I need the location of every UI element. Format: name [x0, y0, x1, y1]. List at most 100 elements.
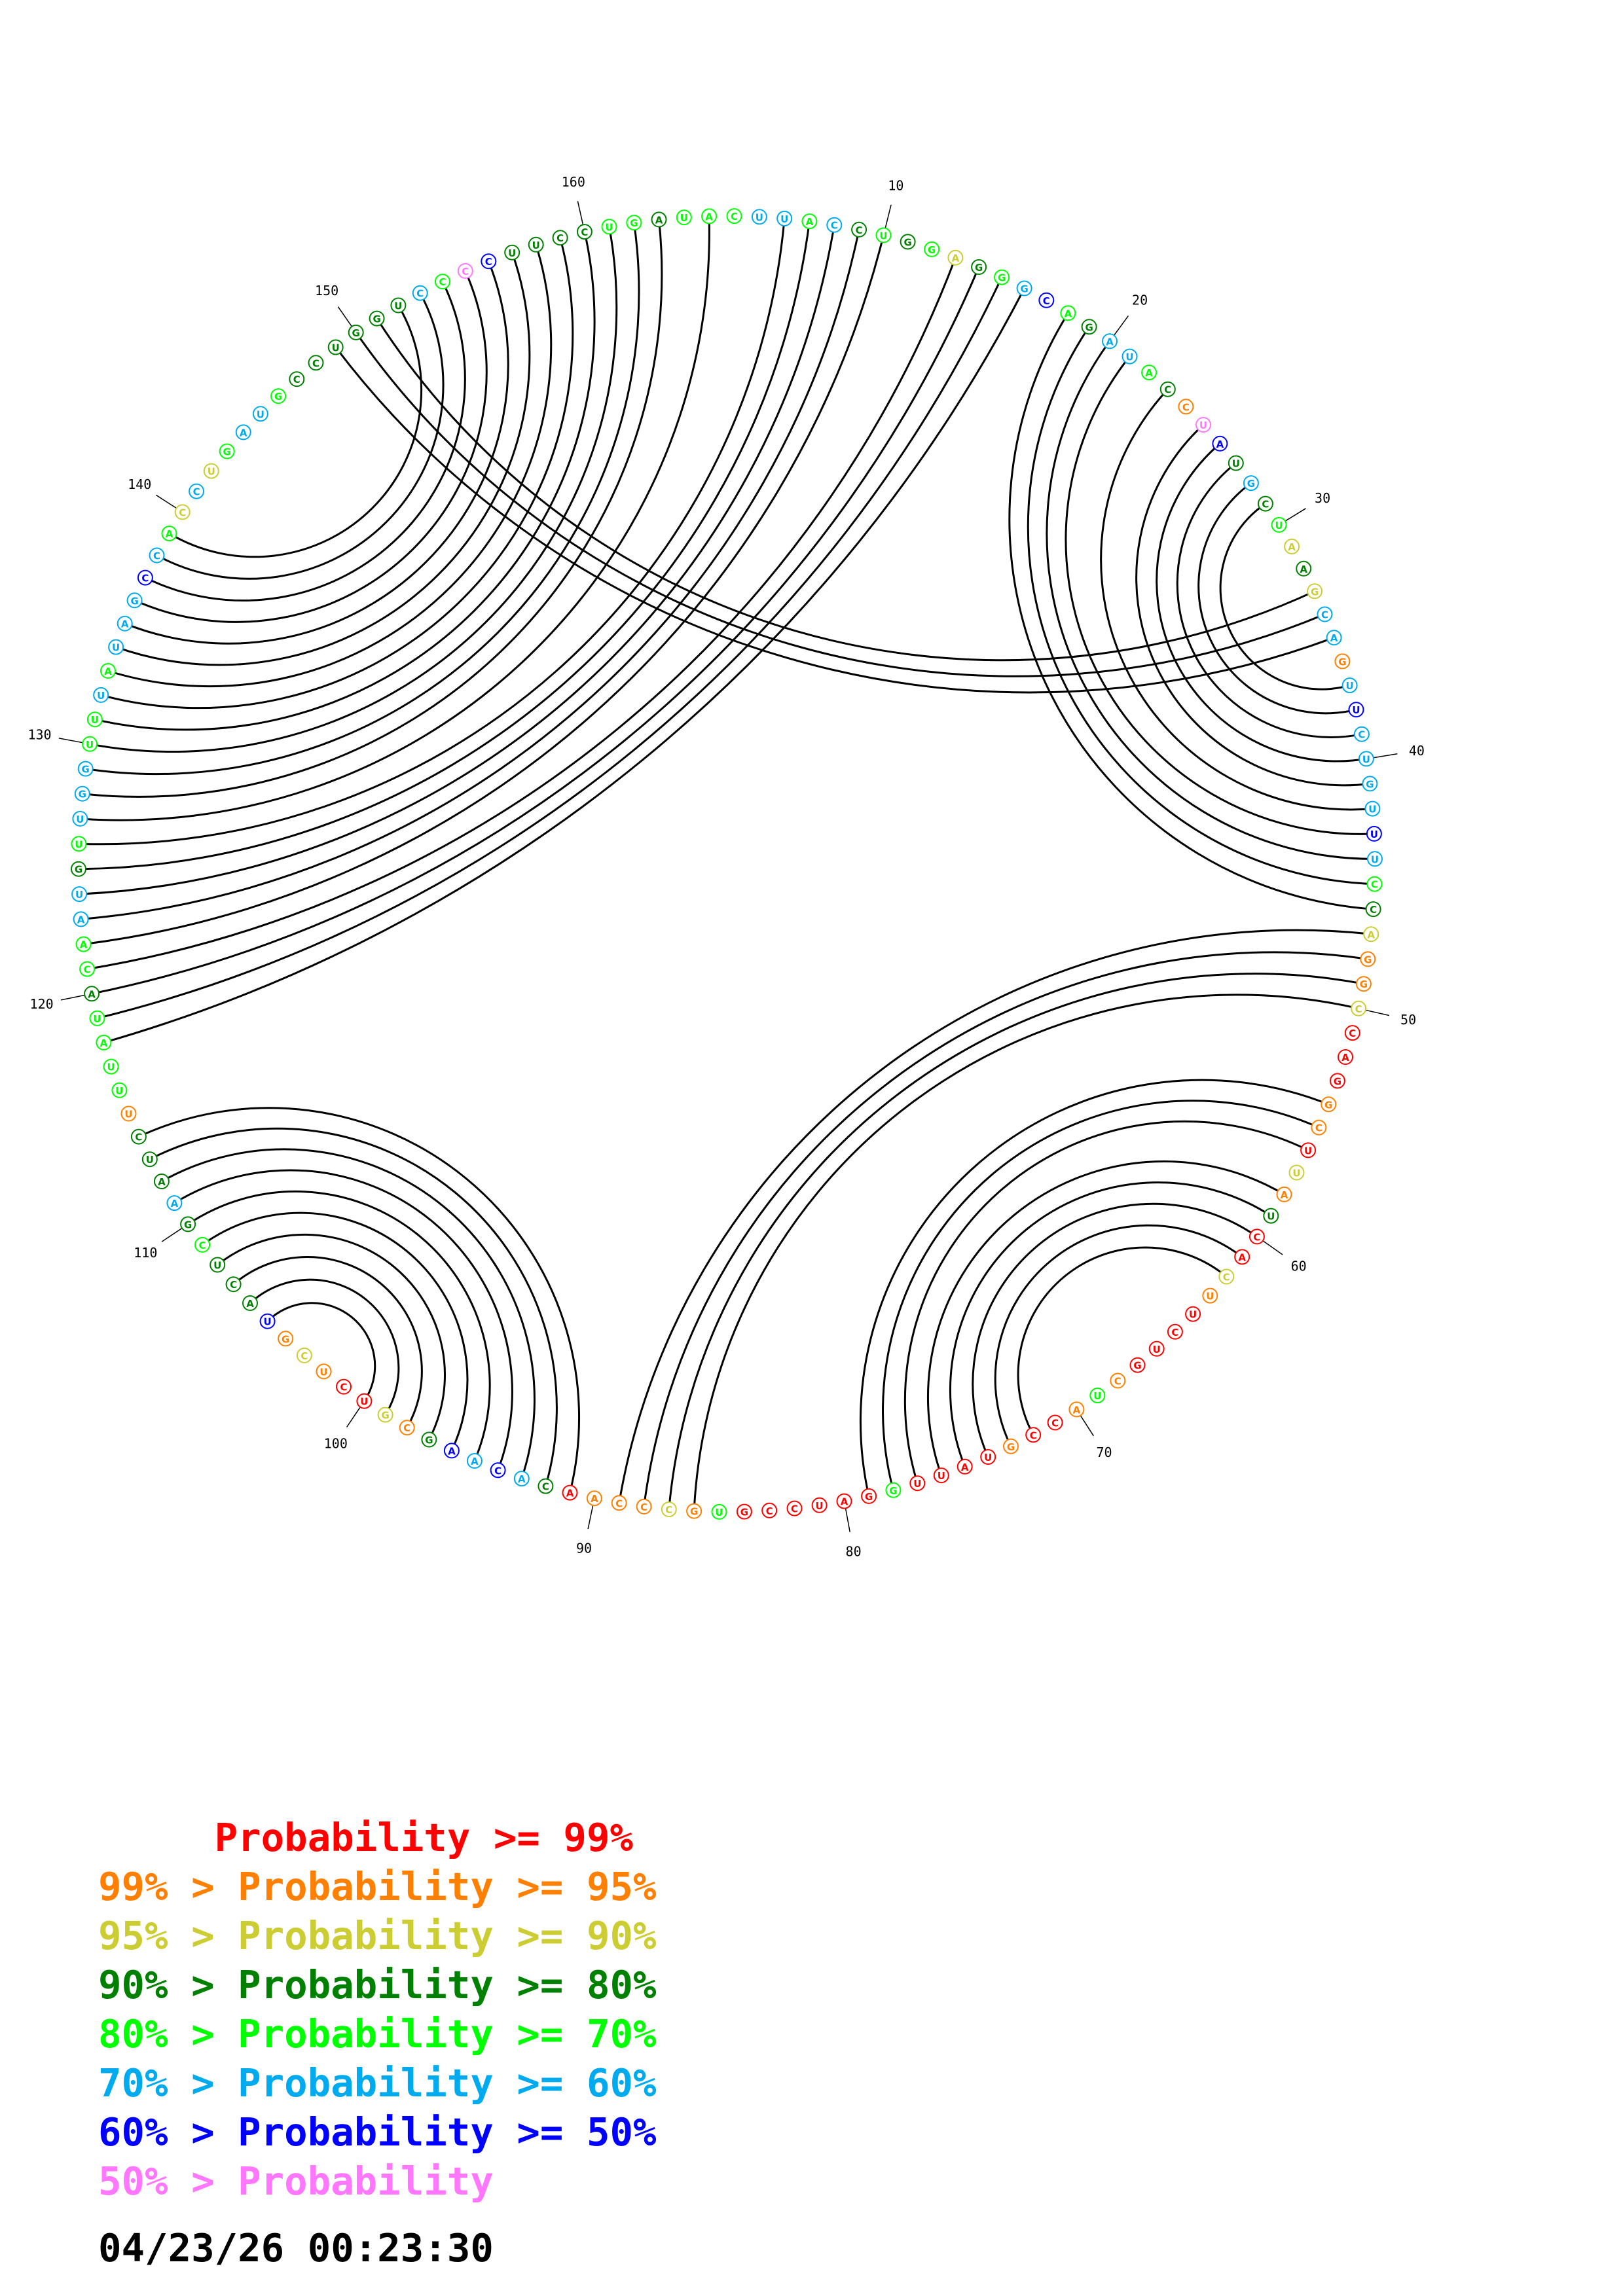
- nucleotide-circle: [957, 1458, 973, 1475]
- nucleotide-letter: A: [100, 1037, 108, 1049]
- nucleotide-letter: A: [471, 1456, 479, 1467]
- nucleotide-letter: C: [230, 1279, 237, 1291]
- nucleotide-letter: A: [655, 214, 663, 226]
- nucleotide-letter: G: [130, 595, 138, 607]
- nucleotide-circle: [861, 1488, 877, 1504]
- nucleotide: U: [909, 1475, 926, 1492]
- nucleotide-letter: U: [1232, 458, 1240, 470]
- base-pair-arc: [145, 281, 466, 601]
- nucleotide-letter: A: [841, 1496, 848, 1508]
- nucleotide-letter: G: [975, 262, 983, 274]
- nucleotide: U: [252, 406, 268, 422]
- nucleotide-circle: [1296, 560, 1312, 577]
- nucleotide-circle: [149, 547, 165, 564]
- nucleotide-letter: U: [394, 300, 402, 312]
- nucleotide-circle: [776, 210, 793, 226]
- nucleotide: A: [836, 1493, 852, 1509]
- nucleotide-letter: G: [1338, 656, 1346, 668]
- nucleotide-circle: [1110, 1372, 1126, 1389]
- nucleotide-letter: U: [91, 714, 99, 726]
- base-pair-arc: [79, 218, 786, 846]
- position-label: 100: [324, 1435, 348, 1451]
- nucleotide-circle: [736, 1503, 752, 1520]
- nucleotide-ring: A U A C U U A C C UGGAGGGCAGAUACCUAUGCUAAGCAGUUCU…: [71, 208, 1383, 1520]
- nucleotide: C: [538, 1478, 554, 1494]
- base-pair-arc: [1135, 423, 1370, 787]
- nucleotide-circle: [1141, 365, 1158, 381]
- nucleotide-circle: [611, 1495, 627, 1511]
- nucleotide: A: [73, 911, 89, 927]
- nucleotide-circle: [980, 1449, 996, 1465]
- legend-row: 90% > Probability >= 80%: [98, 1962, 657, 2007]
- nucleotide-letter: U: [508, 247, 516, 259]
- nucleotide-letter: C: [84, 964, 91, 976]
- nucleotide-letter: U: [1206, 1291, 1214, 1302]
- nucleotide-circle: [562, 1484, 578, 1501]
- nucleotide: U: [1148, 1340, 1165, 1357]
- nucleotide: A: [1060, 305, 1076, 321]
- nucleotide: U: [1122, 348, 1138, 365]
- nucleotide-circle: [1234, 1249, 1250, 1265]
- nucleotide-letter: U: [213, 1260, 221, 1272]
- nucleotide: C: [611, 1495, 627, 1511]
- nucleotide-letter: G: [1366, 778, 1374, 790]
- nucleotide-letter: C: [1349, 1028, 1356, 1039]
- nucleotide-letter: U: [360, 1396, 368, 1408]
- position-tick: [155, 494, 177, 509]
- nucleotide-circle: [701, 208, 718, 224]
- nucleotide: C: [457, 263, 473, 279]
- nucleotide-letter: C: [542, 1481, 549, 1493]
- nucleotide-letter: C: [1371, 879, 1378, 891]
- nucleotide-circle: [826, 217, 843, 233]
- nucleotide-letter: A: [1238, 1251, 1246, 1263]
- nucleotide-circle: [1218, 1268, 1235, 1285]
- nucleotide: C: [786, 1500, 803, 1516]
- position-label: 30: [1315, 490, 1330, 506]
- nucleotide: G: [994, 269, 1010, 285]
- nucleotide-letter: U: [938, 1470, 945, 1482]
- position-tick: [346, 1407, 361, 1427]
- nucleotide: C: [225, 1276, 242, 1293]
- legend-row: Probability >= 99%: [98, 1815, 633, 1860]
- position-label-ticks: 10 20 30 40 50 60 70 80 90 100 110 120 130 140 150 160: [27, 174, 1425, 1559]
- nucleotide: C: [308, 355, 324, 371]
- nucleotide-circle: [225, 1276, 242, 1293]
- nucleotide-circle: [1243, 475, 1259, 492]
- nucleotide: C: [1038, 292, 1055, 308]
- nucleotide-circle: [971, 259, 987, 275]
- nucleotide-circle: [1321, 1096, 1337, 1113]
- nucleotide-letter: C: [1030, 1429, 1037, 1441]
- nucleotide-circle: [1288, 1164, 1305, 1181]
- nucleotide-circle: [676, 209, 692, 226]
- nucleotide-letter: U: [146, 1154, 154, 1166]
- nucleotide-circle: [1102, 333, 1118, 350]
- nucleotide-circle: [203, 463, 219, 479]
- base-pair-arc: [94, 231, 596, 731]
- nucleotide: G: [1003, 1438, 1019, 1454]
- position-tick: [58, 738, 83, 744]
- base-pair-arc: [83, 235, 884, 946]
- nucleotide: G: [1307, 583, 1323, 600]
- nucleotide-circle: [1348, 702, 1364, 718]
- nucleotide-letter: C: [462, 266, 469, 278]
- nucleotide-circle: [661, 1501, 677, 1518]
- nucleotide: U: [1288, 1164, 1305, 1181]
- nucleotide-letter: C: [416, 288, 424, 300]
- nucleotide-circle: [259, 1313, 276, 1329]
- nucleotide-circle: [1367, 851, 1383, 867]
- nucleotide-circle: [586, 1490, 602, 1507]
- nucleotide: C: [1344, 1025, 1360, 1041]
- base-pair-arc: [78, 221, 811, 870]
- nucleotide-letter: A: [806, 216, 814, 228]
- nucleotide-circle: [1317, 606, 1333, 622]
- nucleotide: U: [72, 810, 88, 827]
- nucleotide-letter: A: [166, 528, 173, 540]
- base-pair-arc: [668, 973, 1364, 1510]
- base-pair-arc: [693, 994, 1359, 1511]
- nucleotide-letter: G: [630, 217, 638, 229]
- base-pair-arc: [335, 346, 1335, 694]
- nucleotide: C: [130, 1128, 147, 1145]
- nucleotide: G: [219, 443, 235, 459]
- nucleotide-circle: [161, 526, 177, 542]
- nucleotide: U: [1089, 1388, 1106, 1404]
